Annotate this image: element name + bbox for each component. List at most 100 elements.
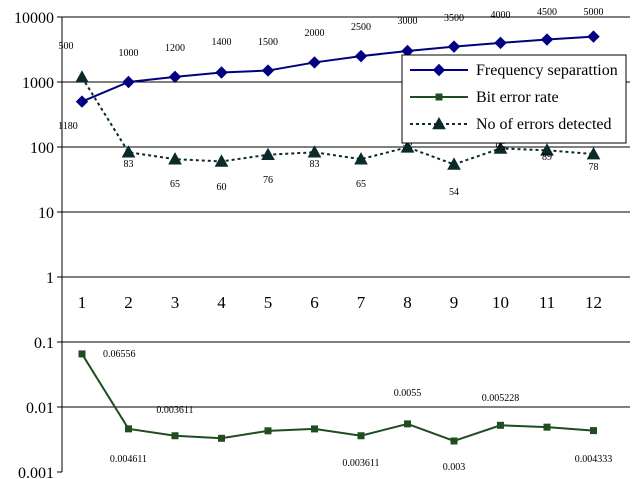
- data-label: 0.003611: [342, 458, 379, 469]
- square-marker: [590, 427, 597, 435]
- data-label: 3500: [444, 13, 464, 24]
- y-tick-label: 0.1: [34, 335, 54, 352]
- axes: [57, 16, 63, 473]
- diamond-marker: [432, 63, 446, 77]
- diamond-marker: [168, 70, 182, 84]
- data-label: 0.003611: [156, 405, 193, 416]
- data-label: 0.0055: [394, 388, 422, 399]
- data-label: 78: [589, 162, 599, 173]
- x-category-label: 9: [450, 293, 459, 312]
- series-3: [75, 70, 601, 170]
- x-axis-category-labels: 1 2 3 4 5 6 7 8 9 10 11 12: [78, 293, 602, 312]
- x-category-label: 12: [585, 293, 602, 312]
- data-label: 83: [310, 159, 320, 170]
- data-label: 65: [356, 179, 366, 190]
- triangle-marker: [493, 141, 508, 154]
- y-tick-label: 0.01: [26, 400, 54, 417]
- data-label: 0.004611: [110, 454, 147, 465]
- data-label: 0.06556: [103, 349, 136, 360]
- data-label: 3000: [398, 16, 418, 27]
- triangle-marker: [432, 116, 446, 130]
- diamond-marker: [494, 36, 507, 50]
- square-marker: [264, 427, 272, 435]
- data-label: 2000: [305, 28, 325, 39]
- diamond-marker: [261, 64, 275, 77]
- data-label: 95: [496, 142, 506, 153]
- triangle-marker: [121, 145, 136, 158]
- diamond-marker: [308, 56, 321, 69]
- data-label: 0.004333: [575, 454, 613, 465]
- triangle-marker: [354, 152, 368, 165]
- x-category-label: 4: [217, 293, 226, 312]
- square-marker: [78, 350, 86, 358]
- diamond-marker: [354, 49, 368, 63]
- x-category-label: 2: [124, 293, 133, 312]
- square-marker: [450, 437, 458, 445]
- triangle-marker: [447, 157, 461, 170]
- diamond-marker: [447, 40, 461, 53]
- triangle-marker: [307, 145, 322, 158]
- legend-entry: Bit error rate: [476, 89, 559, 106]
- square-marker: [218, 434, 225, 442]
- data-label: 83: [124, 159, 134, 170]
- data-label: 2500: [351, 22, 371, 33]
- legend-entry: Frequency separattion: [476, 62, 618, 79]
- legend: Frequency separattion Bit error rate No of…: [401, 54, 627, 144]
- square-marker: [357, 432, 365, 440]
- data-label: 5000: [584, 7, 604, 18]
- data-label: 60: [217, 182, 227, 193]
- y-axis-tick-labels: 10000 1000 100 10 1 0.1 0.01 0.001: [14, 10, 54, 479]
- x-category-label: 6: [310, 293, 319, 312]
- data-label: 500: [59, 41, 74, 52]
- y-tick-label: 1: [46, 270, 54, 287]
- y-tick-label: 10000: [14, 10, 54, 27]
- square-marker: [435, 93, 443, 101]
- y-tick-label: 10: [38, 205, 54, 222]
- x-category-label: 1: [78, 293, 87, 312]
- data-label: 1400: [212, 37, 232, 48]
- triangle-marker: [540, 143, 554, 156]
- data-label: 1500: [258, 37, 278, 48]
- triangle-marker: [586, 146, 601, 160]
- square-marker: [125, 425, 132, 433]
- triangle-marker: [214, 154, 229, 167]
- diamond-marker: [215, 66, 228, 79]
- square-marker: [171, 432, 179, 440]
- x-category-label: 5: [264, 293, 273, 312]
- series-line: [81, 353, 594, 443]
- data-label: 1180: [58, 121, 78, 132]
- grid-lines: [62, 16, 630, 408]
- square-marker: [311, 425, 318, 433]
- diamond-marker: [587, 30, 600, 43]
- diamond-marker: [122, 75, 135, 89]
- x-category-label: 7: [357, 293, 366, 312]
- y-tick-label: 0.001: [18, 465, 54, 479]
- triangle-marker: [168, 152, 182, 165]
- series-group: [75, 30, 601, 445]
- triangle-marker: [261, 147, 275, 161]
- data-label: 76: [263, 175, 273, 186]
- data-label: 1000: [119, 48, 139, 59]
- data-label: 1200: [165, 43, 185, 54]
- data-label: 0.003: [443, 462, 466, 473]
- square-marker: [404, 420, 411, 428]
- triangle-marker: [75, 70, 89, 83]
- data-label: 4500: [537, 7, 557, 18]
- data-label: 54: [449, 187, 459, 198]
- diamond-marker: [75, 95, 89, 108]
- series-line: [81, 76, 594, 166]
- x-category-label: 10: [492, 293, 509, 312]
- x-category-label: 8: [403, 293, 412, 312]
- series-2: [78, 350, 597, 445]
- x-category-label: 11: [539, 293, 555, 312]
- data-label: 65: [170, 179, 180, 190]
- y-tick-label: 1000: [22, 75, 54, 92]
- diamond-marker: [540, 33, 554, 46]
- x-category-label: 3: [171, 293, 180, 312]
- data-label: 4000: [491, 10, 511, 21]
- data-label: 0.005228: [482, 393, 520, 404]
- square-marker: [543, 423, 551, 431]
- triangle-marker: [400, 140, 415, 153]
- legend-entry: No of errors detected: [476, 116, 612, 133]
